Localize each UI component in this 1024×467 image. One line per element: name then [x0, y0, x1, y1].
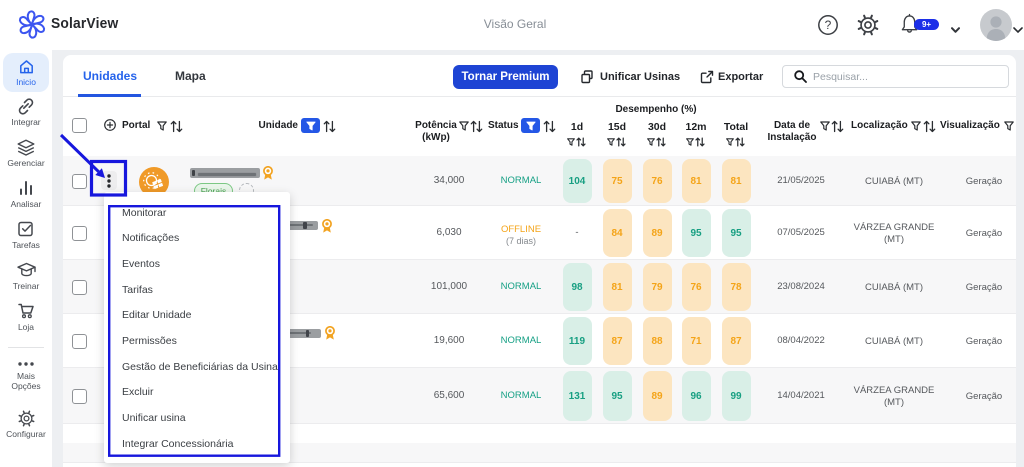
svg-text:?: ?: [825, 18, 832, 32]
